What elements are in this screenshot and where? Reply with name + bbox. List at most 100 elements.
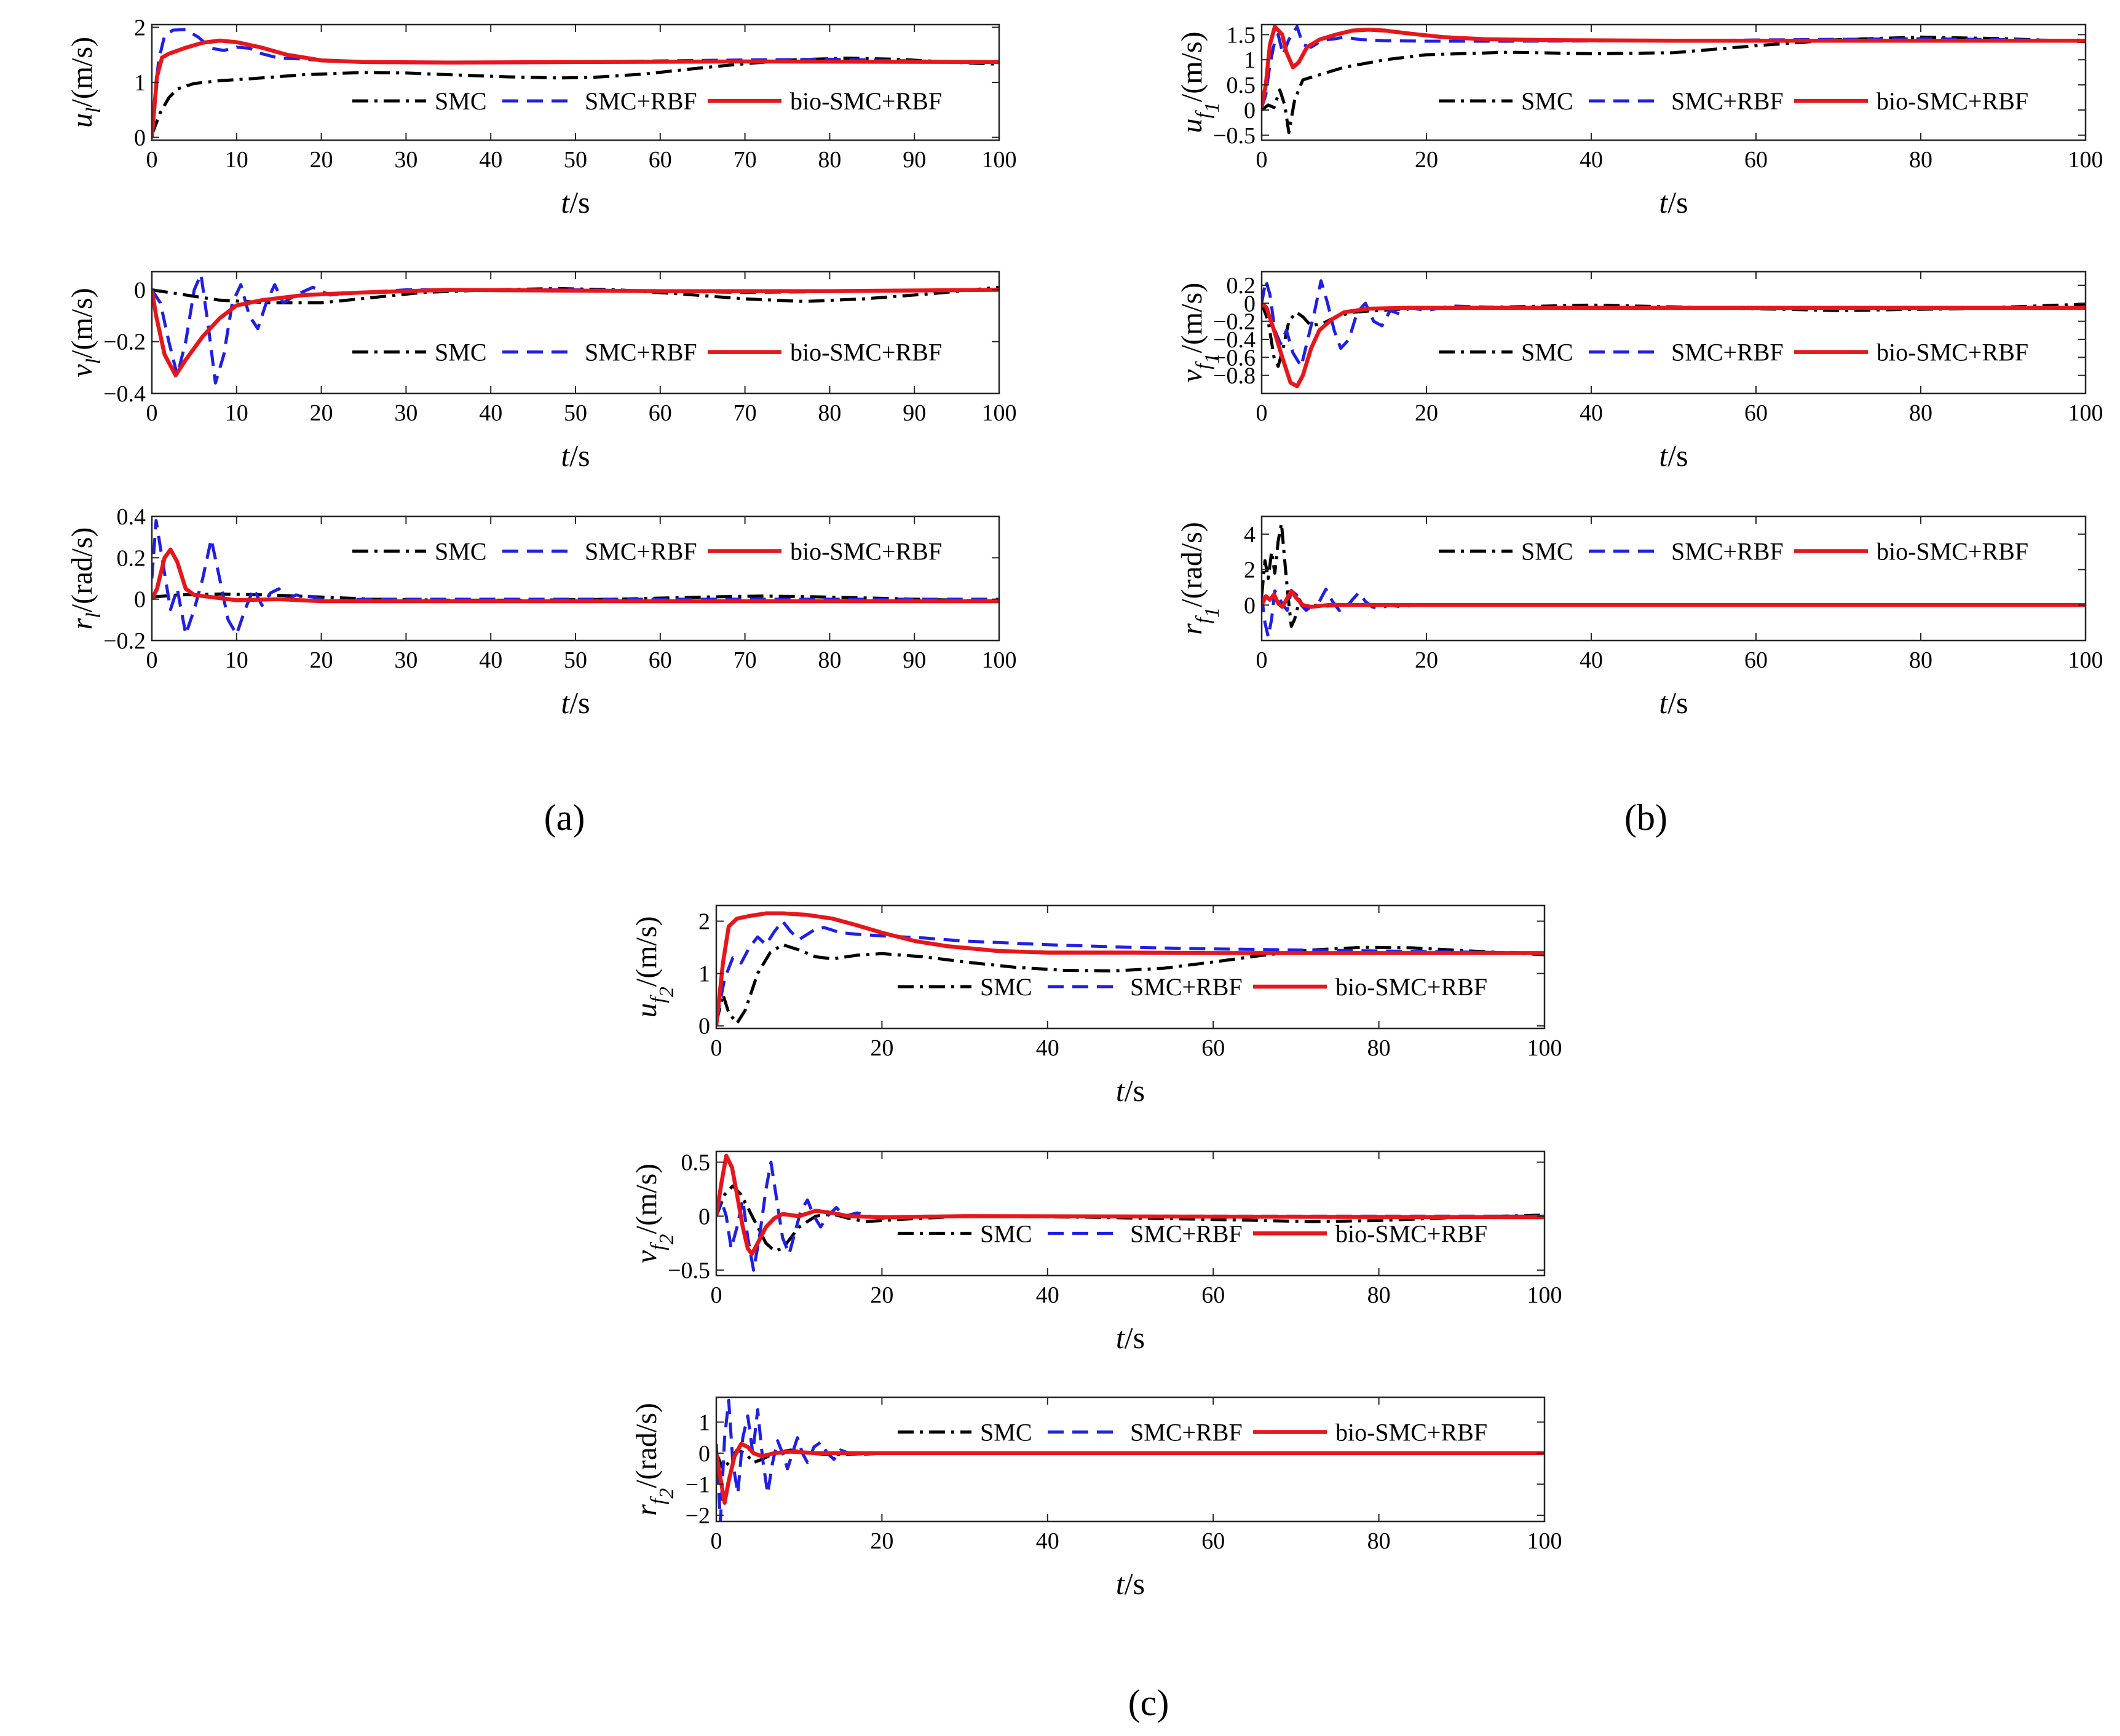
y-tick-label: 0 <box>698 1014 710 1040</box>
subplot-a-v: 0 10 20 30 40 50 60 70 80 90 100 0 −0.2 −0.4 t/s vl/(m/… <box>66 270 1017 473</box>
x-tick-label: 60 <box>649 647 672 673</box>
x-tick-label: 20 <box>1415 400 1438 426</box>
legend-item: SMC <box>898 1220 1032 1247</box>
y-axis-label: uf1/(m/s) <box>1176 31 1224 133</box>
legend-label: bio-SMC+RBF <box>790 339 942 366</box>
y-tick-label: −0.4 <box>103 381 146 407</box>
y-axis-label: ul/(m/s) <box>66 37 105 128</box>
legend-item: bio-SMC+RBF <box>1253 1220 1487 1247</box>
x-tick-label: 80 <box>1909 147 1932 173</box>
y-tick-label: −0.4 <box>1213 327 1256 353</box>
subplot-b-v: 0 20 40 60 80 1000.20−0.2−0.4−0.6−0.8t/svf1/(… <box>1176 270 2103 473</box>
x-tick-label: 80 <box>1367 1035 1391 1061</box>
legend-label: SMC+RBF <box>1130 973 1243 1001</box>
axes-box <box>1260 515 2087 642</box>
legend-label: SMC+RBF <box>1130 1220 1243 1247</box>
x-tick-label: 80 <box>818 400 841 426</box>
x-axis-label: t/s <box>1659 685 1688 720</box>
x-tick-label: 10 <box>225 647 248 673</box>
x-tick-label: 60 <box>1744 400 1768 426</box>
x-tick-label: 20 <box>870 1528 893 1554</box>
axes-box <box>1260 270 2087 395</box>
y-tick-label: 0.2 <box>117 545 146 571</box>
x-tick-label: 40 <box>1580 647 1603 673</box>
series-line-smc-plus-rbf <box>152 519 999 636</box>
legend-item: bio-SMC+RBF <box>1253 973 1487 1001</box>
y-tick-label: −0.5 <box>1213 123 1256 149</box>
legend-item: SMC+RBF <box>1048 1419 1243 1446</box>
series-line-bio-smc-plus-rbf <box>152 38 999 138</box>
x-axis-label: t/s <box>561 438 590 473</box>
legend-label: bio-SMC+RBF <box>1335 973 1487 1001</box>
series-line-bio-smc-plus-rbf <box>152 288 999 377</box>
legend-label: bio-SMC+RBF <box>1877 339 2028 366</box>
y-tick-label: 0 <box>698 1204 710 1229</box>
x-tick-label: 30 <box>394 147 417 173</box>
x-tick-label: 0 <box>711 1282 722 1308</box>
x-tick-label: 40 <box>1036 1282 1059 1308</box>
legend-item: bio-SMC+RBF <box>708 87 942 115</box>
x-tick-label: 20 <box>310 647 333 673</box>
x-tick-label: 100 <box>982 400 1017 426</box>
series-line-smc <box>716 943 1545 1025</box>
x-tick-label: 0 <box>711 1035 722 1061</box>
y-tick-label: 0 <box>134 587 146 613</box>
legend-label: SMC <box>1521 538 1573 566</box>
x-tick-label: 90 <box>903 647 926 673</box>
y-tick-label: −0.5 <box>668 1258 710 1284</box>
x-tick-label: 80 <box>1367 1282 1391 1308</box>
y-tick-label: 1 <box>134 70 146 96</box>
legend-label: bio-SMC+RBF <box>1877 87 2028 115</box>
x-tick-label: 80 <box>1367 1528 1391 1554</box>
x-axis-label: t/s <box>561 685 590 720</box>
legend-item: SMC <box>1439 87 1573 115</box>
legend-item: SMC+RBF <box>1589 538 1784 566</box>
legend-item: SMC+RBF <box>502 87 697 115</box>
legend-label: SMC <box>980 973 1032 1001</box>
x-tick-label: 40 <box>479 147 502 173</box>
legend-label: SMC <box>980 1220 1032 1247</box>
x-tick-label: 90 <box>903 147 926 173</box>
x-tick-label: 40 <box>479 400 502 426</box>
y-tick-label: −2 <box>686 1503 710 1529</box>
y-axis-label: rl/(rad/s) <box>66 527 105 630</box>
x-axis-label: t/s <box>561 185 590 219</box>
panel-label-a: (a) <box>544 797 585 838</box>
legend-label: SMC+RBF <box>1671 538 1784 566</box>
x-axis-label: t/s <box>1659 438 1688 473</box>
x-tick-label: 100 <box>1527 1035 1562 1061</box>
legend-item: SMC+RBF <box>502 538 697 566</box>
series-line-bio-smc-plus-rbf <box>716 1442 1545 1505</box>
legend-label: bio-SMC+RBF <box>1335 1419 1487 1446</box>
x-tick-label: 60 <box>1744 147 1768 173</box>
x-tick-label: 20 <box>310 400 333 426</box>
series-line-smc-plus-rbf <box>152 272 999 385</box>
x-tick-label: 70 <box>734 647 757 673</box>
x-tick-label: 100 <box>2068 147 2103 173</box>
x-tick-label: 60 <box>649 400 672 426</box>
axes-box <box>715 1150 1546 1277</box>
y-tick-label: 0 <box>1244 98 1256 124</box>
series-line-bio-smc-plus-rbf <box>716 1153 1545 1257</box>
x-tick-label: 60 <box>1201 1035 1225 1061</box>
y-tick-label: 0.2 <box>1227 273 1256 299</box>
legend-item: bio-SMC+RBF <box>708 538 942 566</box>
legend-item: SMC+RBF <box>1589 339 1784 366</box>
x-tick-label: 100 <box>982 647 1017 673</box>
legend-item: SMC+RBF <box>1048 1220 1243 1247</box>
subplot-a-r: 0 10 20 30 40 50 60 70 80 90 1000.40.20−0.2t/srl/(… <box>66 504 1017 720</box>
y-tick-label: 1 <box>698 1410 710 1435</box>
y-tick-label: 1 <box>1244 47 1256 73</box>
x-axis-label: t/s <box>1116 1320 1145 1355</box>
y-tick-label: 1.5 <box>1227 22 1256 48</box>
legend-label: SMC <box>435 339 487 366</box>
y-tick-label: 2 <box>698 909 710 935</box>
x-tick-label: 20 <box>870 1035 893 1061</box>
x-tick-label: 20 <box>1415 147 1438 173</box>
legend-label: SMC <box>435 538 487 566</box>
y-tick-label: 0 <box>1244 593 1256 618</box>
x-tick-label: 70 <box>734 400 757 426</box>
